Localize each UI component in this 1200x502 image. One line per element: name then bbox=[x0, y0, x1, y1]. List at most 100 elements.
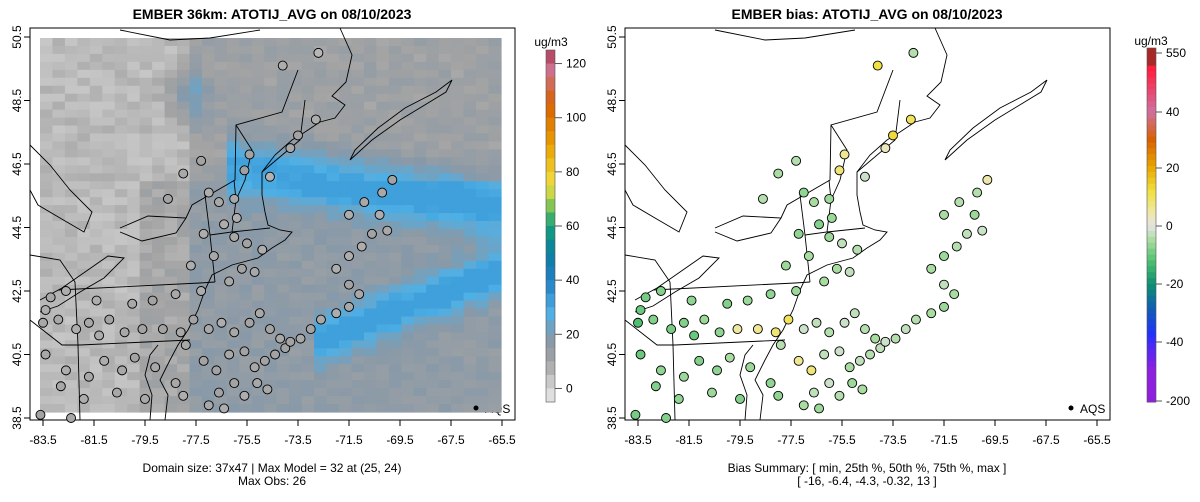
model-cell bbox=[164, 324, 178, 334]
model-cell bbox=[164, 77, 178, 87]
model-cell bbox=[388, 308, 402, 318]
model-cell bbox=[451, 348, 465, 357]
colorbar-swatch bbox=[546, 347, 555, 362]
model-cell bbox=[40, 125, 54, 135]
model-cell bbox=[451, 149, 465, 158]
model-cell bbox=[388, 268, 402, 278]
model-cell bbox=[314, 388, 328, 397]
model-cell bbox=[152, 372, 166, 381]
model-cell bbox=[177, 364, 191, 373]
model-cell bbox=[289, 197, 303, 206]
model-cell bbox=[401, 244, 415, 254]
model-cell bbox=[451, 173, 465, 182]
model-cell bbox=[314, 38, 328, 47]
colorbar-swatch bbox=[546, 253, 555, 268]
model-cell bbox=[289, 45, 303, 55]
model-cell bbox=[376, 61, 390, 71]
colorbar-swatch bbox=[1147, 160, 1156, 167]
model-cell bbox=[251, 133, 265, 143]
model-cell bbox=[52, 260, 66, 270]
map-boundary-line bbox=[144, 344, 159, 421]
model-cell bbox=[488, 109, 502, 119]
model-cell bbox=[401, 125, 415, 135]
model-cell bbox=[139, 252, 153, 262]
model-cell bbox=[401, 69, 415, 79]
aqs-station-point bbox=[231, 213, 242, 223]
model-cell bbox=[401, 252, 415, 262]
model-cell bbox=[64, 109, 78, 119]
model-cell bbox=[139, 109, 153, 119]
colorbar-swatch bbox=[546, 50, 555, 65]
x-tick-label: -65.5 bbox=[1083, 433, 1111, 447]
model-cell bbox=[476, 332, 490, 341]
model-cell bbox=[264, 284, 278, 294]
model-cell bbox=[276, 244, 290, 254]
model-cell bbox=[77, 77, 91, 87]
model-cell bbox=[102, 109, 116, 119]
model-cell bbox=[326, 244, 340, 254]
model-cell bbox=[401, 268, 415, 278]
model-cell bbox=[114, 213, 128, 222]
model-cell bbox=[376, 125, 390, 135]
colorbar-tick-label: 550 bbox=[1166, 46, 1186, 60]
model-cell bbox=[77, 252, 91, 262]
colorbar-swatch bbox=[1147, 248, 1156, 255]
model-cell bbox=[401, 77, 415, 87]
model-cell bbox=[77, 316, 91, 326]
aqs-station-point bbox=[242, 238, 252, 249]
model-cell bbox=[314, 284, 328, 294]
model-cell bbox=[451, 181, 465, 190]
model-cell bbox=[339, 93, 353, 103]
model-cell bbox=[476, 340, 490, 349]
model-cell bbox=[388, 276, 402, 286]
model-cell bbox=[177, 300, 191, 310]
aqs-station-point bbox=[310, 114, 321, 125]
x-tick-label: -73.5 bbox=[284, 433, 312, 447]
colorbar-swatch bbox=[1147, 272, 1156, 279]
model-cell bbox=[251, 109, 265, 119]
model-cell bbox=[476, 252, 490, 262]
model-cell bbox=[463, 364, 477, 373]
aqs-station-point bbox=[977, 225, 988, 236]
model-cell bbox=[351, 396, 365, 405]
model-cell bbox=[476, 205, 490, 214]
model-cell bbox=[139, 69, 153, 79]
model-cell bbox=[476, 348, 490, 357]
aqs-station-point bbox=[765, 378, 776, 389]
model-cell bbox=[289, 372, 303, 381]
model-cell bbox=[251, 228, 265, 238]
model-cell bbox=[451, 260, 465, 270]
model-cell bbox=[289, 276, 303, 286]
aqs-station-point bbox=[83, 317, 94, 328]
model-cell bbox=[339, 348, 353, 357]
model-cell bbox=[214, 276, 228, 286]
colorbar-tick-label: 20 bbox=[566, 327, 580, 341]
model-cell bbox=[363, 292, 378, 302]
model-cell bbox=[226, 316, 240, 326]
colorbar-swatch bbox=[1147, 372, 1156, 379]
model-cell bbox=[463, 181, 477, 190]
model-cell bbox=[463, 292, 477, 302]
model-cell bbox=[289, 364, 303, 373]
model-cell bbox=[351, 308, 365, 318]
model-cell bbox=[476, 157, 490, 166]
model-cell bbox=[177, 308, 191, 318]
model-cell bbox=[264, 404, 278, 413]
model-cell bbox=[164, 252, 178, 262]
model-cell bbox=[77, 149, 91, 158]
model-cell bbox=[289, 268, 303, 278]
model-cell bbox=[363, 364, 378, 373]
model-cell bbox=[476, 93, 490, 103]
model-cell bbox=[52, 125, 66, 135]
model-cell bbox=[463, 300, 477, 310]
model-cell bbox=[189, 388, 203, 397]
model-cell bbox=[276, 101, 290, 111]
model-cell bbox=[401, 372, 415, 381]
colorbar-tick-label: 0 bbox=[1166, 219, 1173, 233]
model-cell bbox=[77, 213, 91, 222]
model-cell bbox=[214, 348, 228, 357]
model-cell bbox=[363, 38, 378, 47]
model-cell bbox=[226, 244, 240, 254]
model-cell bbox=[363, 300, 378, 310]
aqs-station-point bbox=[824, 327, 835, 338]
